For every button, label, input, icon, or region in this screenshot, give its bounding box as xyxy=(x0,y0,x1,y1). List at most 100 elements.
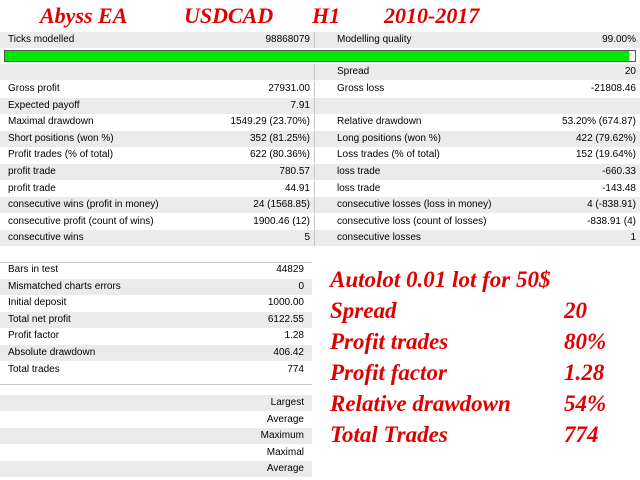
stat-left-value: 5 xyxy=(304,232,310,244)
stat-left-label: Short positions (won %) xyxy=(8,132,114,144)
stats-row: Maximal drawdown 1549.29 (23.70%) Relative… xyxy=(0,114,640,131)
promo-line: Autolot 0.01 lot for 50$ xyxy=(330,264,638,295)
modelling-quality-bar xyxy=(4,50,636,62)
stat-left-label: Gross profit xyxy=(8,83,60,94)
stat-right-label: consecutive losses (loss in money) xyxy=(337,199,492,211)
stat-right-value: -21808.46 xyxy=(590,83,636,94)
summary-row: Initial deposit 1000.00 xyxy=(0,295,312,311)
stats-row: Expected payoff 7.91 xyxy=(0,97,640,114)
summary-value: 1.28 xyxy=(284,330,304,342)
trade-stat-row: Maximum xyxy=(0,428,312,445)
column-divider xyxy=(314,97,315,114)
summary-label: Mismatched charts errors xyxy=(8,280,121,292)
promo-label: Relative drawdown xyxy=(330,391,511,416)
stats-row: Profit trades (% of total) 622 (80.36%) Lo… xyxy=(0,147,640,164)
summary-value: 6122.55 xyxy=(267,313,304,325)
summary-row: Mismatched charts errors 0 xyxy=(0,278,312,295)
stat-right-value: -660.33 xyxy=(602,166,636,177)
stat-left-value: 622 (80.36%) xyxy=(249,149,310,161)
stat-left-label: Profit trades (% of total) xyxy=(8,149,114,161)
trade-stat-row: Average xyxy=(0,412,312,428)
trade-stat-label: Average xyxy=(266,463,304,475)
modelling-quality-bar-fill xyxy=(5,51,629,61)
stat-right-label: loss trade xyxy=(337,166,381,177)
stat-right-label: Gross loss xyxy=(337,83,385,94)
trade-stat-row: Average xyxy=(0,461,312,478)
summary-label: Bars in test xyxy=(8,264,59,275)
promo-value: 54% xyxy=(564,391,607,416)
summary-value: 1000.00 xyxy=(267,297,304,309)
stat-left-label: Expected payoff xyxy=(8,99,80,111)
column-divider xyxy=(314,114,315,131)
column-divider xyxy=(314,180,315,197)
column-divider xyxy=(314,147,315,164)
promo-line: Spread 20 xyxy=(330,295,638,326)
spread-row: Spread 20 xyxy=(0,64,640,80)
stat-left-label: profit trade xyxy=(8,182,56,194)
stats-row: consecutive profit (count of wins) 1900.4… xyxy=(0,213,640,230)
stats-row: consecutive wins (profit in money) 24 (15… xyxy=(0,197,640,214)
title-symbol: USDCAD xyxy=(184,3,274,28)
stat-left-value: 24 (1568.85) xyxy=(253,199,310,211)
title-ea-name: Abyss EA xyxy=(40,3,128,28)
section-divider xyxy=(0,384,312,385)
promo-label: Profit factor xyxy=(330,360,447,385)
column-divider xyxy=(314,81,315,97)
stat-right-label: Loss trades (% of total) xyxy=(337,149,440,161)
summary-row: Profit factor 1.28 xyxy=(0,328,312,344)
stat-right-value: -143.48 xyxy=(602,182,636,194)
stat-right-value: 53.20% (674.87) xyxy=(562,116,636,128)
summary-row: Total net profit 6122.55 xyxy=(0,311,312,328)
stats-row: Gross profit 27931.00 Gross loss -21808.46 xyxy=(0,81,640,97)
ticks-modelled-label: Ticks modelled xyxy=(8,34,75,45)
summary-value: 774 xyxy=(287,363,304,375)
stat-right-label: Long positions (won %) xyxy=(337,132,441,144)
stat-left-value: 780.57 xyxy=(279,166,310,177)
stat-right-label: consecutive loss (count of losses) xyxy=(337,215,487,227)
trade-stat-label: Largest xyxy=(270,397,304,408)
spread-value: 20 xyxy=(624,66,636,77)
section-divider xyxy=(0,262,312,263)
summary-row: Total trades 774 xyxy=(0,362,312,378)
stat-right-value: 422 (79.62%) xyxy=(575,132,636,144)
stat-right-label: consecutive losses xyxy=(337,232,421,244)
column-divider xyxy=(314,197,315,214)
header-row: Ticks modelled 98868079 Modelling qualit… xyxy=(0,32,640,48)
stat-left-value: 1549.29 (23.70%) xyxy=(230,116,310,128)
column-divider xyxy=(314,164,315,180)
summary-value: 44829 xyxy=(276,264,304,275)
promo-line: Relative drawdown 54% xyxy=(330,388,638,419)
promo-label: Total Trades xyxy=(330,422,448,447)
promo-label: Profit trades xyxy=(330,329,449,354)
title-timeframe: H1 xyxy=(312,3,341,28)
stat-left-label: profit trade xyxy=(8,166,56,177)
promo-value: 1.28 xyxy=(564,360,605,385)
summary-label: Initial deposit xyxy=(8,297,67,309)
stats-row: Short positions (won %) 352 (81.25%) Long … xyxy=(0,130,640,147)
stat-left-value: 27931.00 xyxy=(268,83,310,94)
column-divider xyxy=(314,64,315,80)
promo-line: Total Trades 774 xyxy=(330,419,638,450)
column-divider xyxy=(314,130,315,147)
promo-line: Profit trades 80% xyxy=(330,326,638,357)
spread-label: Spread xyxy=(337,66,370,77)
stat-left-label: Maximal drawdown xyxy=(8,116,94,128)
report-title: Abyss EA USDCAD H1 2010-2017 xyxy=(0,0,640,32)
promo-line: Profit factor 1.28 xyxy=(330,357,638,388)
promo-value: 20 xyxy=(564,298,587,323)
column-divider xyxy=(314,230,315,247)
stat-right-value: 152 (19.64%) xyxy=(575,149,636,161)
stat-left-value: 7.91 xyxy=(290,99,310,111)
promo-label: Spread xyxy=(330,298,397,323)
stat-right-value: 1 xyxy=(630,232,636,244)
trade-stat-row: Maximal xyxy=(0,445,312,461)
stats-row: profit trade 44.91 loss trade -143.48 xyxy=(0,180,640,197)
trade-stat-label: Maximal xyxy=(266,446,304,458)
stat-left-label: consecutive profit (count of wins) xyxy=(8,215,154,227)
summary-value: 406.42 xyxy=(273,347,304,358)
modelling-quality-label: Modelling quality xyxy=(337,34,412,45)
stat-left-value: 44.91 xyxy=(284,182,310,194)
summary-label: Profit factor xyxy=(8,330,60,342)
modelling-quality-value: 99.00% xyxy=(602,34,636,45)
stat-right-value: 4 (-838.91) xyxy=(587,199,636,211)
